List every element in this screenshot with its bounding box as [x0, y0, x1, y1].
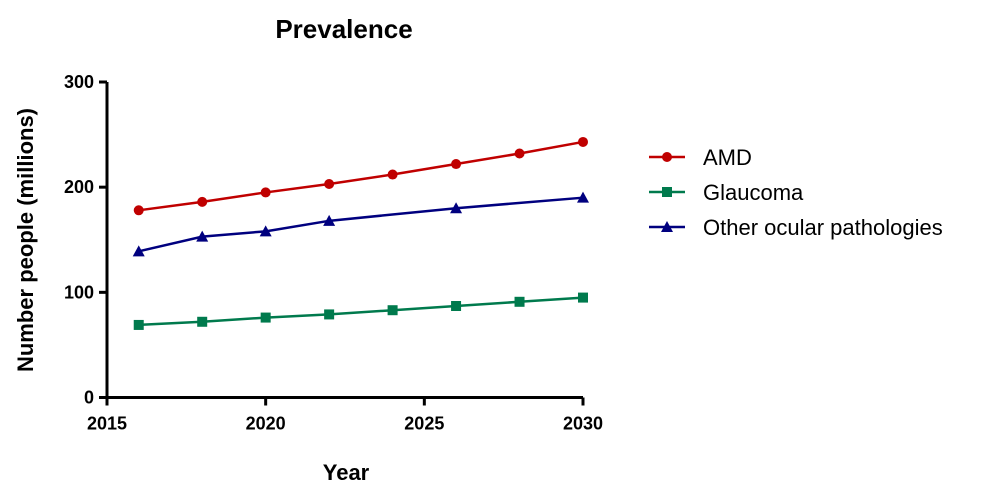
- series-glaucoma: [133, 292, 588, 330]
- legend-label-amd: AMD: [703, 145, 752, 170]
- legend-label-other-ocular-pathologies: Other ocular pathologies: [703, 215, 943, 240]
- legend-item-other-ocular-pathologies: Other ocular pathologies: [649, 215, 943, 240]
- y-tick-label: 100: [64, 282, 94, 302]
- data-point-glaucoma: [387, 305, 398, 316]
- data-point-glaucoma: [260, 312, 271, 323]
- data-point-amd: [514, 148, 525, 159]
- data-point-other-ocular-pathologies: [259, 225, 272, 237]
- x-tick-label: 2030: [563, 414, 603, 434]
- data-point-other-ocular-pathologies: [577, 191, 589, 203]
- data-point-other-ocular-pathologies: [450, 202, 463, 214]
- legend-item-glaucoma: Glaucoma: [649, 180, 804, 205]
- y-tick-label: 200: [64, 177, 94, 197]
- data-point-other-ocular-pathologies: [196, 230, 209, 242]
- legend-marker-glaucoma: [662, 187, 672, 197]
- data-point-amd: [324, 179, 335, 190]
- data-point-glaucoma: [133, 319, 144, 330]
- data-point-amd: [133, 205, 144, 216]
- data-point-amd: [451, 159, 462, 170]
- series-layer: [132, 136, 589, 330]
- data-point-amd: [197, 196, 208, 207]
- data-point-glaucoma: [514, 296, 525, 307]
- x-tick-label: 2020: [246, 414, 286, 434]
- series-line-other-ocular-pathologies: [138, 196, 584, 253]
- y-tick-label: 300: [64, 72, 94, 92]
- series-amd: [133, 136, 588, 216]
- legend-item-amd: AMD: [649, 145, 752, 170]
- data-point-glaucoma: [451, 301, 462, 312]
- legend-marker-other-ocular-pathologies: [661, 221, 673, 232]
- data-point-other-ocular-pathologies: [132, 245, 145, 257]
- data-point-amd: [387, 169, 398, 180]
- series-other-ocular-pathologies: [132, 191, 589, 257]
- axes: [105, 82, 583, 399]
- data-point-glaucoma: [324, 309, 335, 320]
- series-line-amd: [138, 140, 584, 212]
- x-tick-label: 2015: [87, 414, 127, 434]
- data-point-glaucoma: [197, 316, 208, 327]
- y-tick-label: 0: [84, 388, 94, 408]
- series-line-glaucoma: [138, 296, 584, 327]
- legend: AMD Glaucoma Other ocular pathologies: [649, 145, 943, 240]
- legend-label-glaucoma: Glaucoma: [703, 180, 804, 205]
- chart-title: Prevalence: [275, 14, 412, 44]
- y-axis-label: Number people (millions): [13, 108, 38, 372]
- x-tick-label: 2025: [404, 414, 444, 434]
- data-point-other-ocular-pathologies: [323, 214, 336, 226]
- ticks: 0 100 200 300 2015 2020 2025 2030: [64, 72, 603, 434]
- data-point-glaucoma: [578, 292, 588, 303]
- data-point-amd: [260, 187, 271, 198]
- x-axis-label: Year: [323, 460, 370, 482]
- data-point-amd: [578, 136, 588, 147]
- legend-marker-amd: [662, 152, 672, 162]
